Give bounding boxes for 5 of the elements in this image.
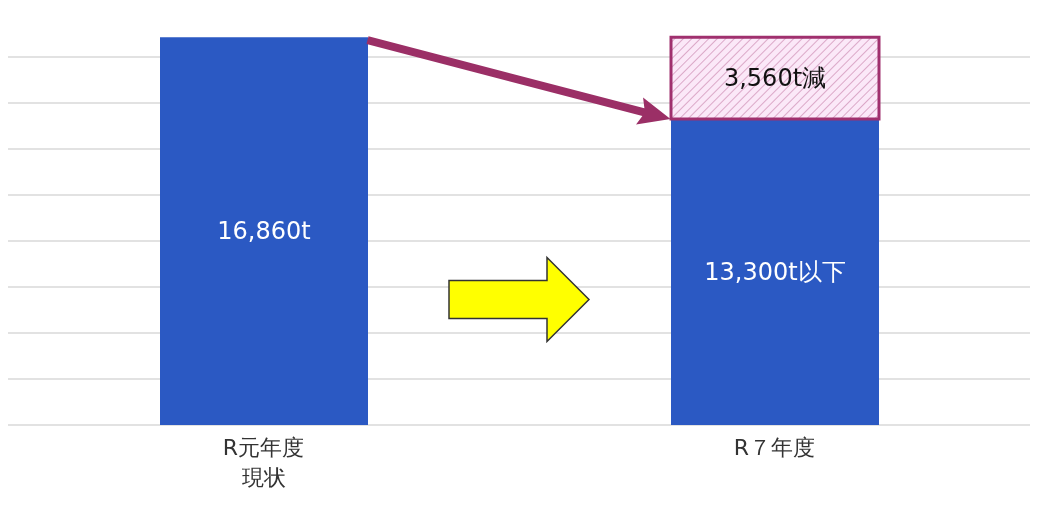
data-label: 3,560t減 bbox=[723, 64, 827, 93]
data-label: 13,300t以下 bbox=[704, 258, 846, 287]
data-label: 16,860t bbox=[217, 217, 311, 246]
x-tick-label: R元年度現状 bbox=[222, 435, 305, 490]
x-tick-label: R７年度 bbox=[733, 435, 816, 460]
